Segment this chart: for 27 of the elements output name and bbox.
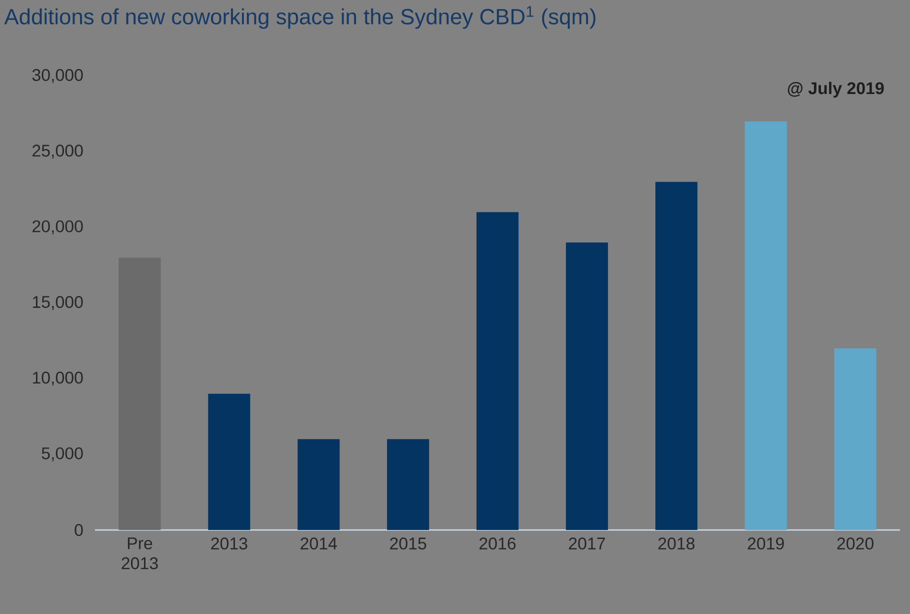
x-tick-label: Pre 2013: [122, 538, 158, 570]
bar: [834, 348, 876, 530]
bar: [208, 394, 250, 530]
y-tick-label: 15,000: [32, 296, 83, 310]
x-tick-label: 2019: [748, 538, 784, 550]
bar: [476, 212, 519, 530]
y-tick-label: 25,000: [32, 144, 83, 159]
y-tick-label: 10,000: [32, 372, 83, 386]
y-tick-label: 0: [74, 524, 83, 536]
x-tick-label: 2013: [211, 538, 248, 550]
x-tick-label: 2018: [658, 538, 694, 550]
x-tick-label: 2017: [568, 538, 605, 550]
bar: [566, 242, 608, 530]
bar: [655, 182, 698, 530]
annotation: @ July 2019: [788, 82, 884, 98]
x-tick-label: 2020: [837, 538, 874, 550]
x-tick-label: 2014: [300, 538, 337, 550]
x-tick-label: 2016: [480, 538, 516, 550]
y-tick-label: 5,000: [42, 447, 83, 462]
bar: [298, 439, 340, 530]
x-tick-label: 2015: [390, 538, 426, 550]
bar: [744, 121, 787, 530]
bar: [118, 258, 161, 530]
bar: [387, 439, 430, 530]
y-tick-label: 20,000: [32, 220, 83, 234]
chart-title: Additions of new coworking space in the Sydney CBD$^{1}$ (sqm): [4, 6, 596, 29]
y-tick-label: 30,000: [32, 68, 83, 83]
